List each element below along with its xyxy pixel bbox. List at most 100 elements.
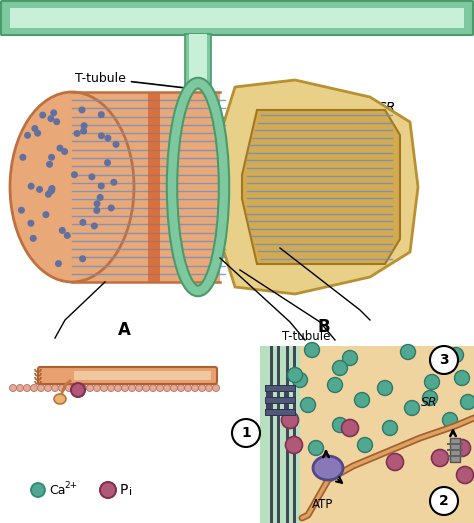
Circle shape	[65, 384, 73, 392]
Bar	[284, 388, 289, 412]
Circle shape	[73, 130, 81, 137]
Circle shape	[19, 154, 27, 161]
Circle shape	[79, 255, 86, 262]
Circle shape	[332, 360, 347, 376]
Bar	[265, 397, 295, 403]
Text: 2: 2	[439, 494, 449, 508]
Circle shape	[431, 449, 448, 467]
Circle shape	[48, 187, 55, 194]
Circle shape	[443, 413, 457, 427]
Circle shape	[357, 438, 373, 452]
Bar	[148, 92, 160, 282]
FancyBboxPatch shape	[1, 1, 473, 35]
Text: A: A	[118, 321, 131, 339]
Bar	[277, 346, 280, 523]
Circle shape	[98, 132, 105, 139]
Circle shape	[93, 384, 100, 392]
Circle shape	[143, 384, 149, 392]
Circle shape	[36, 186, 43, 193]
Circle shape	[55, 260, 62, 267]
Circle shape	[71, 171, 78, 178]
Circle shape	[98, 183, 105, 189]
Circle shape	[171, 384, 177, 392]
Circle shape	[34, 130, 41, 137]
Circle shape	[100, 482, 116, 498]
Bar	[450, 438, 460, 462]
Text: 2+: 2+	[64, 482, 77, 491]
Circle shape	[81, 122, 88, 129]
Circle shape	[128, 384, 136, 392]
Bar	[72, 92, 220, 282]
Circle shape	[27, 183, 35, 190]
Circle shape	[88, 173, 95, 180]
Circle shape	[64, 232, 71, 239]
Bar	[265, 409, 295, 415]
Circle shape	[98, 111, 105, 118]
Circle shape	[58, 384, 65, 392]
Bar	[447, 449, 463, 451]
Circle shape	[455, 370, 470, 385]
Circle shape	[355, 392, 370, 407]
Ellipse shape	[10, 92, 134, 282]
Circle shape	[61, 148, 68, 155]
PathPatch shape	[242, 110, 400, 264]
Circle shape	[156, 384, 164, 392]
Circle shape	[93, 200, 100, 207]
Bar	[189, 240, 207, 280]
Circle shape	[104, 159, 111, 166]
Circle shape	[52, 384, 58, 392]
Bar	[447, 455, 463, 457]
Circle shape	[91, 222, 98, 230]
Text: T-tubule: T-tubule	[75, 72, 200, 89]
Circle shape	[232, 419, 260, 447]
Circle shape	[454, 439, 471, 457]
Circle shape	[80, 219, 86, 226]
Bar	[185, 240, 211, 280]
Ellipse shape	[313, 456, 343, 480]
Circle shape	[191, 384, 199, 392]
Circle shape	[47, 188, 55, 195]
Text: Ca: Ca	[49, 483, 65, 496]
Circle shape	[48, 154, 55, 161]
Circle shape	[328, 378, 343, 392]
Circle shape	[17, 384, 24, 392]
FancyBboxPatch shape	[38, 367, 217, 384]
Circle shape	[401, 345, 416, 359]
Circle shape	[104, 134, 111, 142]
Circle shape	[121, 384, 128, 392]
Circle shape	[59, 227, 66, 234]
Circle shape	[404, 401, 419, 415]
Circle shape	[292, 372, 308, 388]
Circle shape	[341, 419, 358, 437]
Circle shape	[27, 220, 35, 227]
PathPatch shape	[210, 80, 418, 294]
Circle shape	[31, 483, 45, 497]
Circle shape	[71, 383, 85, 397]
Circle shape	[18, 207, 25, 214]
Bar	[10, 8, 464, 28]
Circle shape	[30, 384, 37, 392]
Circle shape	[282, 412, 299, 428]
Circle shape	[343, 350, 357, 366]
Circle shape	[97, 194, 104, 201]
Circle shape	[50, 109, 57, 116]
Circle shape	[448, 347, 464, 362]
Circle shape	[24, 132, 31, 139]
Circle shape	[79, 106, 85, 113]
Circle shape	[164, 384, 171, 392]
Circle shape	[37, 384, 45, 392]
Bar	[286, 346, 289, 523]
Circle shape	[425, 374, 439, 390]
Bar	[260, 346, 300, 523]
Text: 3: 3	[439, 353, 449, 367]
Circle shape	[456, 467, 474, 483]
Circle shape	[430, 346, 458, 374]
Circle shape	[115, 384, 121, 392]
Circle shape	[80, 384, 86, 392]
Circle shape	[386, 453, 403, 471]
Text: i: i	[129, 487, 132, 497]
Circle shape	[177, 384, 184, 392]
Circle shape	[80, 128, 87, 134]
Circle shape	[45, 384, 52, 392]
Circle shape	[309, 440, 323, 456]
